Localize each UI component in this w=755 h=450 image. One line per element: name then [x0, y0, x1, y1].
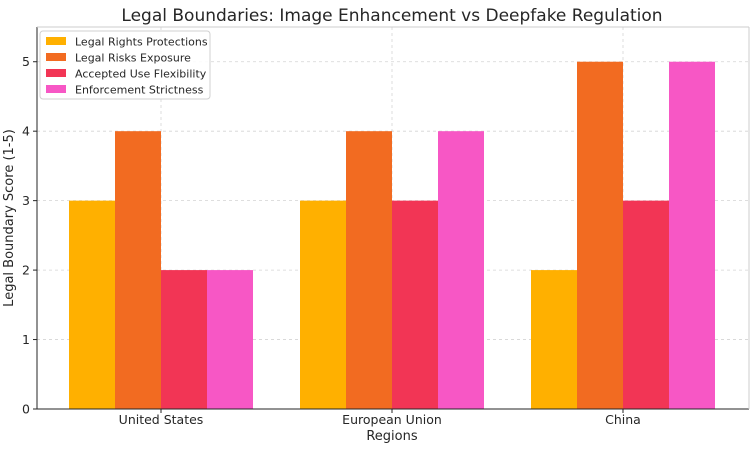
legend-swatch — [46, 53, 66, 61]
y-tick-label: 3 — [22, 193, 30, 208]
bar-enforcement-strictness-united-states — [207, 270, 253, 409]
legend-label: Legal Rights Protections — [75, 36, 208, 49]
bar-legal-risks-exposure-united-states — [115, 131, 161, 409]
bar-legal-risks-exposure-china — [577, 61, 623, 410]
x-tick-label: China — [605, 412, 641, 427]
x-axis-label: Regions — [366, 429, 418, 444]
bar-legal-rights-protections-european-union — [300, 200, 346, 409]
bar-enforcement-strictness-china — [669, 61, 715, 410]
legend-label: Enforcement Strictness — [75, 84, 204, 97]
bar-legal-rights-protections-united-states — [69, 200, 115, 409]
bar-legal-risks-exposure-european-union — [346, 131, 392, 409]
y-tick-label: 4 — [22, 124, 30, 139]
legend-swatch — [46, 85, 66, 93]
legend-label: Legal Risks Exposure — [75, 52, 191, 65]
x-tick-label: European Union — [342, 412, 442, 427]
x-tick-label: United States — [119, 412, 204, 427]
y-axis-label: Legal Boundary Score (1-5) — [2, 129, 17, 307]
legend: Legal Rights Protections Legal Risks Expo… — [39, 30, 211, 100]
y-tick-label: 1 — [22, 332, 30, 347]
legend-swatch — [46, 37, 66, 45]
y-tick-label: 2 — [22, 263, 30, 278]
bar-legal-rights-protections-china — [531, 270, 577, 409]
chart-title: Legal Boundaries: Image Enhancement vs D… — [121, 6, 662, 26]
legend-label: Accepted Use Flexibility — [75, 68, 207, 81]
bars — [69, 61, 715, 410]
bar-accepted-use-flexibility-china — [623, 200, 669, 409]
legend-swatch — [46, 69, 66, 77]
y-tick-label: 0 — [22, 402, 30, 417]
bar-enforcement-strictness-european-union — [438, 131, 484, 409]
tick-labels: 0 1 2 3 4 5 United States European Union China — [22, 54, 641, 427]
bar-accepted-use-flexibility-united-states — [161, 270, 207, 409]
bar-accepted-use-flexibility-european-union — [392, 200, 438, 409]
y-tick-label: 5 — [22, 54, 30, 69]
axes — [36, 26, 750, 410]
legend-frame — [39, 30, 211, 100]
